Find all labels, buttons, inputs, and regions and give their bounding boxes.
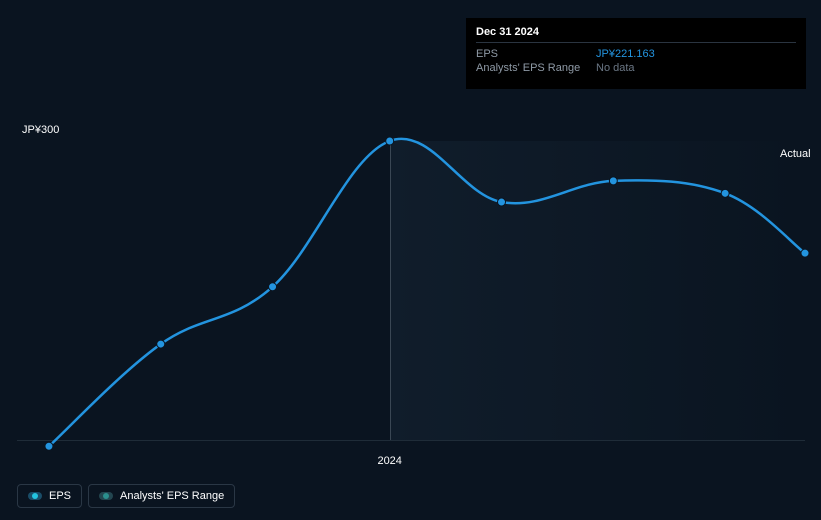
legend-label: Analysts' EPS Range (120, 490, 224, 502)
legend-item[interactable]: Analysts' EPS Range (88, 484, 235, 508)
tooltip-key: EPS (476, 48, 596, 60)
tooltip-value: No data (596, 62, 796, 74)
tooltip-date: Dec 31 2024 (476, 26, 796, 43)
tooltip-key: Analysts' EPS Range (476, 62, 596, 74)
eps-point[interactable] (721, 189, 729, 197)
eps-point[interactable] (801, 249, 809, 257)
x-tick-label: 2024 (377, 455, 401, 467)
legend-label: EPS (49, 490, 71, 502)
eps-point[interactable] (45, 442, 53, 450)
tooltip-row: Analysts' EPS RangeNo data (476, 61, 796, 75)
chart-legend: EPS Analysts' EPS Range (17, 484, 235, 508)
legend-swatch (99, 492, 113, 500)
tooltip-value: JP¥221.163 (596, 48, 796, 60)
eps-point[interactable] (386, 137, 394, 145)
actual-label: Actual (780, 148, 811, 160)
legend-swatch (28, 492, 42, 500)
eps-point[interactable] (498, 198, 506, 206)
eps-point[interactable] (609, 177, 617, 185)
eps-line (49, 139, 805, 446)
eps-point[interactable] (269, 283, 277, 291)
tooltip-row: EPSJP¥221.163 (476, 47, 796, 61)
eps-point[interactable] (157, 340, 165, 348)
legend-item[interactable]: EPS (17, 484, 82, 508)
chart-tooltip: Dec 31 2024 EPSJP¥221.163Analysts' EPS R… (466, 18, 806, 89)
